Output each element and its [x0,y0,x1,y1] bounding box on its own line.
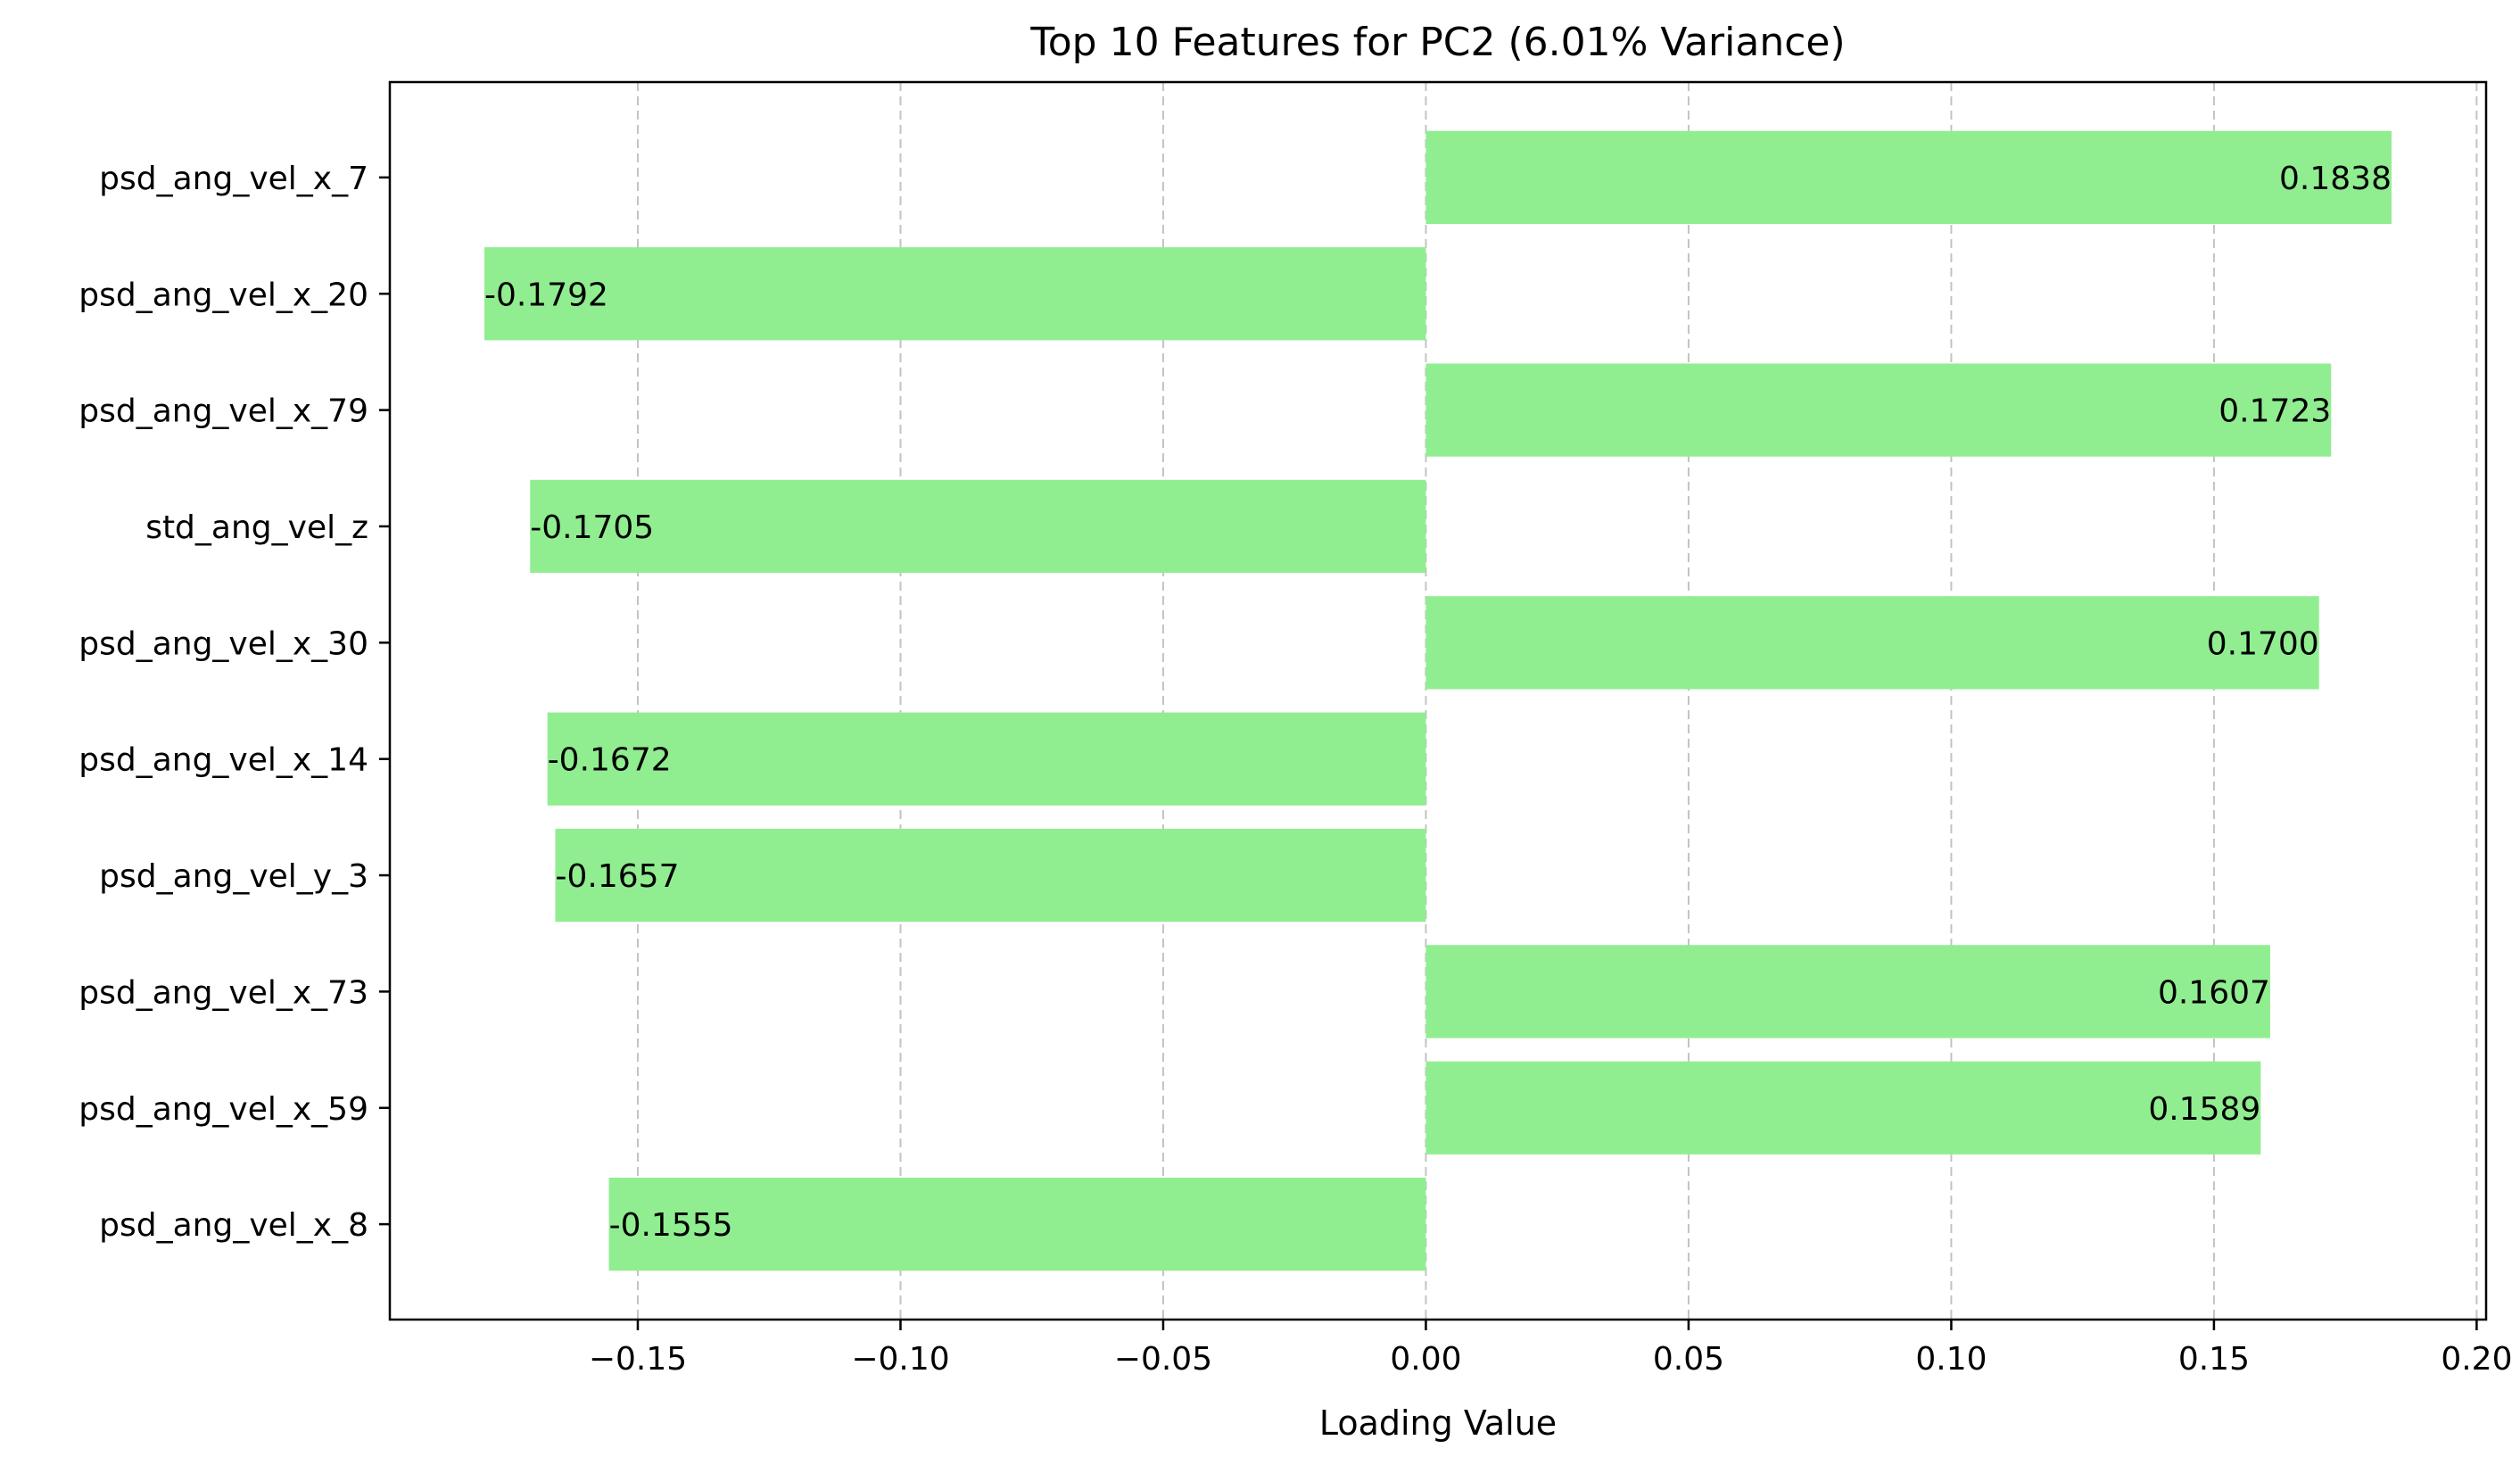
bar-value-label: -0.1792 [484,277,608,313]
x-tick-label: −0.05 [1114,1341,1212,1378]
bar-value-label: -0.1555 [609,1207,733,1244]
bar-value-label: 0.1700 [2207,625,2319,662]
bar-value-label: 0.1838 [2279,161,2392,197]
x-tick-label: 0.00 [1390,1341,1461,1378]
bar [1425,945,2270,1039]
plot-frame [388,80,2488,1321]
bar [1425,596,2319,690]
y-tick-label: psd_ang_vel_x_20 [78,277,368,313]
x-tick-label: 0.10 [1915,1341,1987,1378]
bar [1425,1061,2261,1155]
x-axis-label: Loading Value [1319,1403,1557,1443]
bar [1425,363,2332,457]
bar [555,828,1426,923]
x-axis: −0.15 −0.10 −0.05 0.00 0.05 0.10 0.15 0.20 [589,1320,2512,1378]
bar [484,247,1426,341]
y-tick-label: std_ang_vel_z [145,509,368,546]
y-tick-label: psd_ang_vel_x_8 [99,1207,368,1244]
x-tick-label: −0.15 [589,1341,687,1378]
bar-value-label: -0.1705 [530,509,654,546]
bar-value-label: -0.1672 [548,742,672,779]
y-tick-label: psd_ang_vel_x_79 [78,393,368,430]
bar-value-label: 0.1723 [2218,393,2331,430]
y-tick-label: psd_ang_vel_x_59 [78,1091,368,1128]
value-labels: 0.1838 -0.1792 0.1723 -0.1705 0.1700 -0.1672 -… [484,161,2392,1244]
x-tick-label: 0.15 [2178,1341,2250,1378]
bar [547,712,1426,806]
bar [530,479,1426,574]
y-tick-label: psd_ang_vel_y_3 [99,858,368,895]
bar [608,1177,1426,1271]
y-axis: psd_ang_vel_x_7 psd_ang_vel_x_20 psd_ang_v… [78,161,390,1244]
x-tick-label: 0.20 [2441,1341,2512,1378]
y-tick-label: psd_ang_vel_x_14 [78,742,368,779]
bar-value-label: -0.1657 [556,858,680,895]
x-tick-label: 0.05 [1653,1341,1724,1378]
bar [1425,130,2392,225]
y-tick-label: psd_ang_vel_x_7 [99,161,368,197]
y-tick-label: psd_ang_vel_x_73 [78,974,368,1011]
bar-value-label: 0.1589 [2148,1091,2260,1128]
y-tick-label: psd_ang_vel_x_30 [78,625,368,662]
bar-value-label: 0.1607 [2158,974,2270,1011]
bars [484,130,2392,1271]
chart-title: Top 10 Features for PC2 (6.01% Variance) [1029,20,1845,65]
x-tick-label: −0.10 [851,1341,949,1378]
